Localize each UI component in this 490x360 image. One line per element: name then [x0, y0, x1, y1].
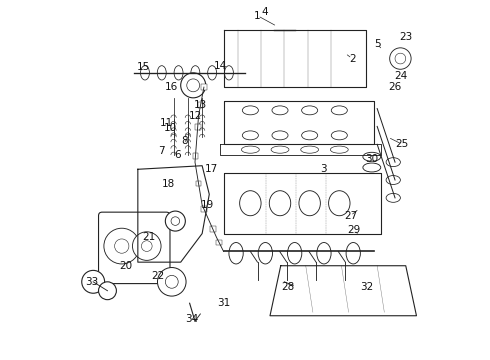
Bar [201, 206, 207, 212]
Ellipse shape [243, 106, 258, 115]
Ellipse shape [208, 66, 217, 80]
Ellipse shape [302, 131, 318, 140]
Ellipse shape [330, 146, 348, 153]
Text: 27: 27 [344, 211, 357, 221]
Ellipse shape [331, 106, 347, 115]
Text: 5: 5 [374, 39, 380, 49]
Bar [195, 125, 200, 130]
Ellipse shape [386, 193, 400, 202]
Text: 2: 2 [349, 54, 355, 64]
Bar [201, 84, 207, 90]
Text: 15: 15 [137, 63, 150, 72]
Circle shape [181, 73, 206, 98]
Text: 31: 31 [217, 298, 230, 308]
Bar [196, 181, 201, 186]
Text: 32: 32 [360, 282, 373, 292]
Ellipse shape [363, 163, 381, 172]
Ellipse shape [299, 191, 320, 216]
Ellipse shape [302, 106, 318, 115]
Text: 33: 33 [85, 277, 98, 287]
Circle shape [157, 267, 186, 296]
Ellipse shape [191, 66, 200, 80]
Text: 12: 12 [188, 111, 201, 121]
Ellipse shape [242, 146, 259, 153]
Ellipse shape [331, 131, 347, 140]
Text: 25: 25 [395, 139, 409, 149]
Circle shape [187, 79, 199, 92]
Ellipse shape [272, 131, 288, 140]
Text: 17: 17 [204, 164, 218, 174]
Text: 4: 4 [261, 7, 268, 17]
Circle shape [390, 48, 411, 69]
Ellipse shape [243, 131, 258, 140]
Circle shape [165, 211, 185, 231]
Ellipse shape [386, 176, 400, 184]
Text: 16: 16 [165, 82, 178, 92]
Ellipse shape [329, 191, 350, 216]
Text: 1: 1 [254, 11, 261, 21]
Text: 13: 13 [194, 100, 207, 110]
Ellipse shape [141, 66, 149, 80]
Text: 18: 18 [162, 179, 175, 189]
Circle shape [115, 239, 129, 253]
Ellipse shape [271, 146, 289, 153]
Text: 7: 7 [158, 147, 164, 157]
Ellipse shape [229, 243, 243, 264]
Circle shape [165, 275, 178, 288]
Ellipse shape [258, 243, 272, 264]
Ellipse shape [288, 243, 302, 264]
Text: 6: 6 [174, 150, 180, 160]
Ellipse shape [240, 191, 261, 216]
Ellipse shape [346, 243, 360, 264]
Ellipse shape [317, 243, 331, 264]
Text: 30: 30 [365, 154, 378, 163]
Text: 34: 34 [185, 314, 198, 324]
Text: 14: 14 [213, 61, 226, 71]
Ellipse shape [363, 152, 381, 161]
Ellipse shape [386, 158, 400, 167]
Circle shape [98, 282, 117, 300]
Text: 23: 23 [399, 32, 413, 42]
Text: 11: 11 [160, 118, 173, 128]
Text: 3: 3 [320, 164, 327, 174]
Text: 28: 28 [281, 282, 294, 292]
Text: 21: 21 [142, 232, 155, 242]
Circle shape [395, 53, 406, 64]
Text: 10: 10 [164, 123, 176, 133]
Ellipse shape [272, 106, 288, 115]
Ellipse shape [301, 146, 318, 153]
Bar [216, 240, 222, 246]
Text: 24: 24 [394, 71, 407, 81]
Text: 26: 26 [389, 82, 402, 92]
Ellipse shape [270, 191, 291, 216]
Ellipse shape [174, 66, 183, 80]
Text: 8: 8 [181, 136, 188, 146]
Text: 22: 22 [151, 271, 164, 282]
Bar [193, 153, 198, 159]
Circle shape [82, 270, 104, 293]
Circle shape [171, 217, 180, 225]
Text: 19: 19 [201, 200, 214, 210]
Circle shape [142, 241, 152, 251]
Bar [210, 226, 216, 232]
Ellipse shape [224, 66, 233, 80]
Circle shape [104, 228, 140, 264]
Ellipse shape [157, 66, 166, 80]
Circle shape [132, 232, 161, 260]
Bar [197, 102, 203, 108]
Text: 29: 29 [347, 225, 361, 235]
Text: 20: 20 [119, 261, 132, 271]
FancyBboxPatch shape [98, 212, 170, 284]
